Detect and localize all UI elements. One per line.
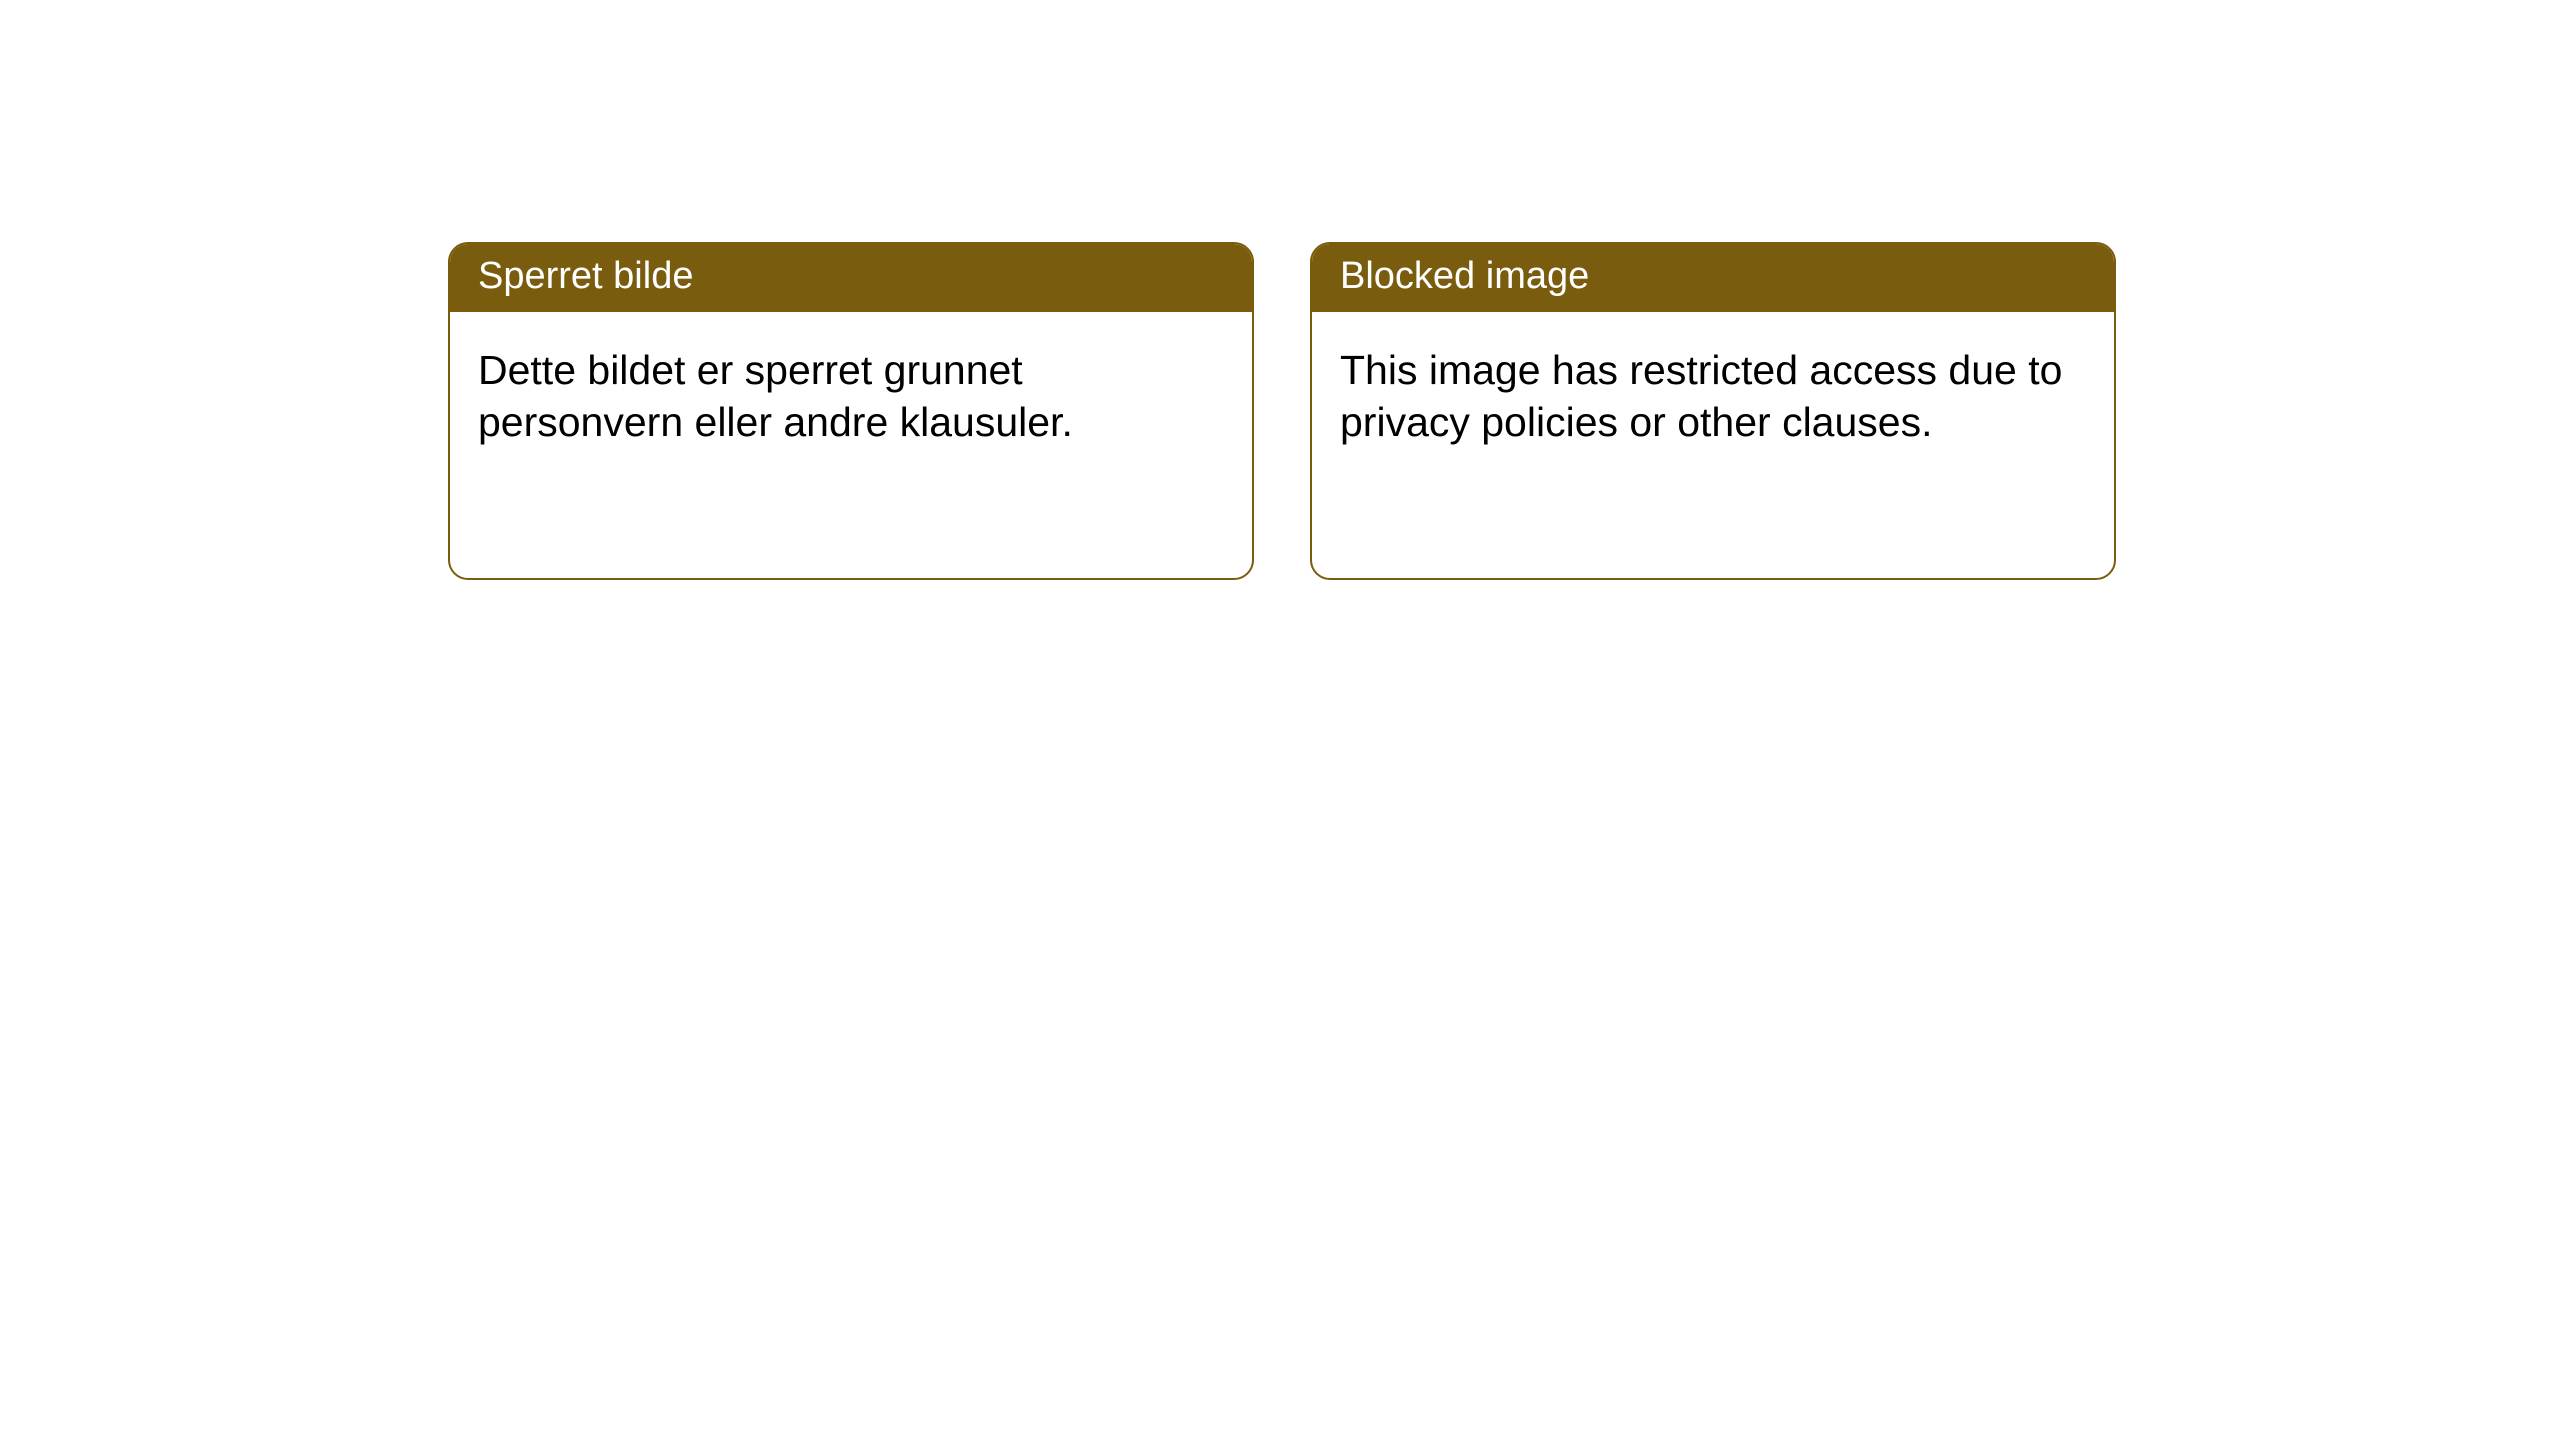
card-body-no: Dette bildet er sperret grunnet personve…	[450, 312, 1252, 481]
notice-card-en: Blocked image This image has restricted …	[1310, 242, 2116, 580]
card-body-en: This image has restricted access due to …	[1312, 312, 2114, 481]
card-header-no: Sperret bilde	[450, 244, 1252, 312]
notice-card-no: Sperret bilde Dette bildet er sperret gr…	[448, 242, 1254, 580]
cards-container: Sperret bilde Dette bildet er sperret gr…	[448, 242, 2560, 580]
card-header-en: Blocked image	[1312, 244, 2114, 312]
